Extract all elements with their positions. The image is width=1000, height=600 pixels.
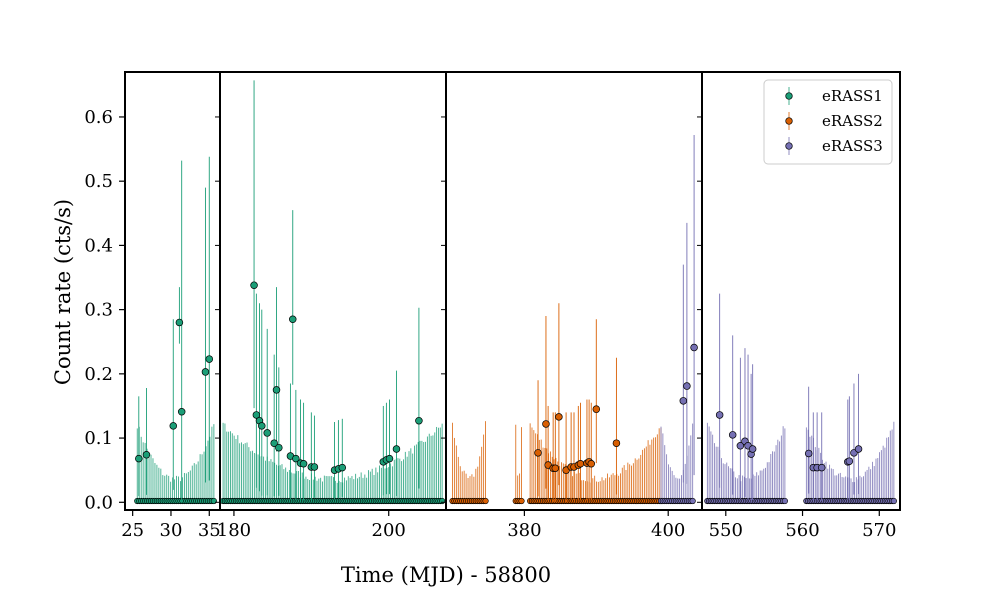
detection-point: [555, 413, 563, 421]
detection-point: [854, 445, 863, 453]
detection-point: [270, 439, 278, 447]
x-tick-label: 180: [217, 520, 251, 541]
detection-point: [715, 411, 724, 419]
detection-point: [592, 405, 601, 413]
upper-limit-point: [439, 497, 446, 505]
detection-point: [817, 463, 826, 472]
legend-entry-erass1: eRASS1: [785, 87, 883, 105]
detection-point: [175, 318, 184, 327]
detection-point: [736, 442, 745, 450]
detection-point: [385, 454, 394, 463]
upper-limit-point: [210, 497, 217, 505]
x-tick-label: 560: [785, 520, 819, 541]
panel-2: 180 200: [215, 71, 447, 541]
detection-point: [679, 397, 688, 405]
detection-point: [272, 386, 281, 394]
detection-point: [748, 445, 757, 453]
x-tick-label: 200: [372, 520, 406, 541]
legend-marker-erass2: [785, 117, 793, 125]
detection-point: [289, 315, 297, 324]
upper-limit-point: [689, 497, 696, 505]
x-tick-label: 30: [160, 520, 183, 541]
detection-point: [169, 422, 178, 430]
panel-2-plot-area: [220, 80, 446, 505]
x-axis-label: Time (MJD) - 58800: [341, 563, 551, 587]
detection-point: [804, 449, 813, 458]
panel-4-frame: [701, 71, 901, 511]
detection-point: [201, 368, 210, 376]
y-tick-label: 0.1: [84, 428, 113, 449]
detection-point: [576, 460, 585, 468]
legend-entry-erass3: eRASS3: [785, 137, 883, 155]
upper-limit-point: [890, 497, 897, 505]
upper-limit-point: [482, 497, 489, 505]
panel-1-plot-area: [134, 156, 217, 505]
y-tick-label: 0.0: [84, 492, 113, 513]
panel-4-plot-area: [704, 293, 897, 505]
y-tick-label: 0.2: [84, 364, 113, 385]
y-axis-label: Count rate (cts/s): [51, 199, 75, 385]
x-tick-label: 570: [862, 520, 896, 541]
y-tick-label: 0.4: [84, 235, 113, 256]
segment-erass2: [527, 303, 665, 505]
detection-point: [338, 463, 347, 472]
detection-point: [299, 460, 308, 468]
legend-frame: [763, 79, 893, 165]
y-tick-label: 0.5: [84, 171, 113, 192]
legend-entry-erass2: eRASS2: [785, 112, 883, 130]
x-tick-label: 400: [651, 520, 685, 541]
x-tick-label: 550: [709, 520, 743, 541]
detection-point: [683, 382, 691, 390]
legend-label-erass1: eRASS1: [822, 87, 883, 105]
panel-3-plot-area: [449, 134, 698, 505]
segment-erass3: [803, 373, 897, 505]
detection-point: [258, 422, 266, 430]
detection-point: [551, 464, 560, 473]
detection-point: [542, 420, 550, 428]
segment-erass3: [657, 134, 698, 505]
detection-point: [135, 454, 143, 463]
upper-limit-point: [781, 497, 788, 505]
detection-point: [275, 443, 283, 452]
x-tick-label: 25: [121, 520, 144, 541]
detection-point: [310, 463, 319, 471]
detection-point: [392, 445, 401, 453]
detection-point: [612, 439, 621, 447]
detection-point: [142, 451, 151, 459]
detection-point: [587, 460, 596, 468]
segment-erass1: [134, 156, 217, 505]
legend-marker-erass1: [785, 92, 793, 100]
x-tick-label: 380: [507, 520, 541, 541]
detection-point: [292, 454, 300, 463]
segment-erass1: [220, 80, 446, 505]
y-tick-label: 0.3: [84, 300, 113, 321]
detection-point: [845, 457, 854, 465]
legend-marker-erass3: [785, 142, 793, 150]
detection-point: [263, 429, 271, 437]
legend-label-erass3: eRASS3: [822, 137, 883, 155]
panels-layer: 25 30 35 0.0 0.1 0.2 0.3 0.4 0.5 0.6 180 200 380 400 5…: [84, 71, 901, 541]
y-tick-label: 0.6: [84, 107, 113, 128]
detection-point: [177, 407, 186, 416]
upper-limit-point: [518, 497, 525, 505]
detection-point: [252, 411, 261, 419]
detection-point: [690, 343, 698, 352]
segment-erass3: [704, 293, 788, 505]
detection-point: [415, 416, 423, 425]
detection-point: [728, 431, 737, 439]
segment-erass2: [512, 424, 525, 505]
detection-point: [205, 355, 214, 363]
legend: eRASS1 eRASS2 eRASS3: [763, 79, 893, 165]
panel-4: 550 560 570: [697, 71, 901, 541]
panel-3: 380 400: [441, 71, 703, 541]
legend-label-erass2: eRASS2: [822, 112, 883, 130]
panel-1: 25 30 35 0.0 0.1 0.2 0.3 0.4 0.5 0.6: [84, 71, 221, 541]
detection-point: [534, 449, 542, 457]
x-tick-label: 35: [198, 520, 221, 541]
segment-erass2: [449, 421, 489, 505]
detection-point: [250, 281, 258, 289]
